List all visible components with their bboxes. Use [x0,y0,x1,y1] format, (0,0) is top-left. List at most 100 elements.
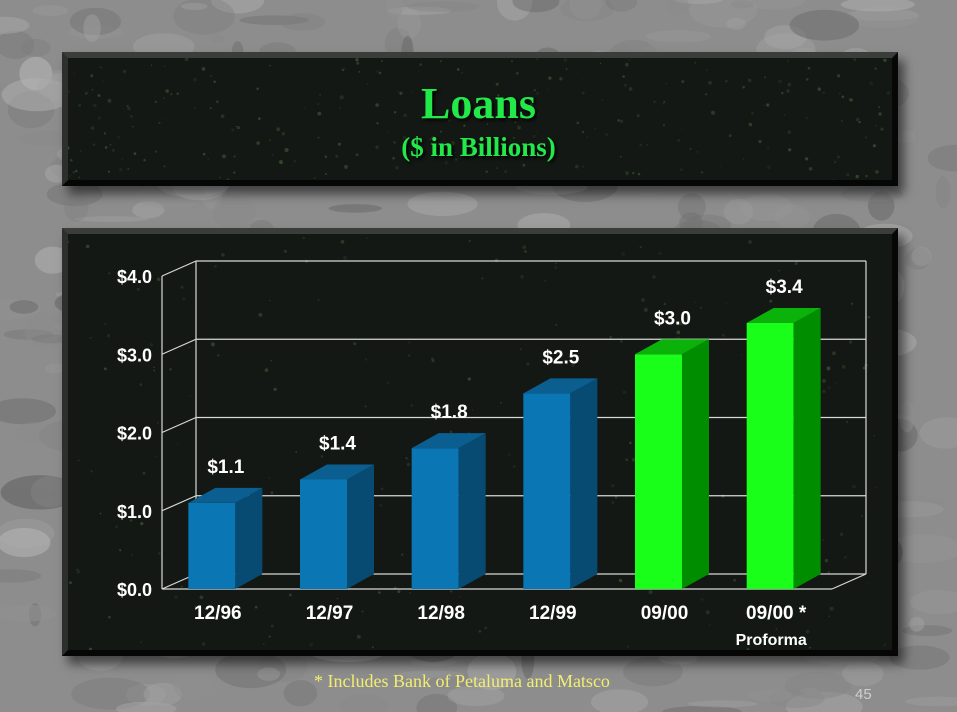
panel-speck [524,144,527,147]
panel-speck [217,354,220,357]
panel-speck [769,299,773,303]
stone-blotch [20,38,51,57]
panel-speck [233,171,236,174]
panel-speck [429,138,432,141]
panel-speck [72,171,75,174]
panel-speck [807,66,811,70]
stone-blotch [799,687,819,695]
panel-speck [565,68,568,71]
y-tick-label: $0.0 [117,580,152,600]
stone-blotch [842,660,884,687]
panel-speck [571,364,575,367]
panel-speck [158,552,161,555]
stone-blotch [0,604,58,622]
panel-speck [609,336,612,339]
panel-speck [220,606,223,609]
panel-speck [725,80,728,83]
panel-speck [837,74,841,78]
stone-blotch [132,201,165,219]
panel-speck [378,591,381,594]
panel-speck [787,82,792,87]
panel-speck [648,590,653,595]
panel-speck [293,159,297,163]
panel-speck [499,401,502,404]
panel-speck [236,125,238,128]
panel-speck [693,301,697,304]
panel-speck [517,125,521,130]
panel-speck [867,316,870,319]
stone-blotch [730,0,754,9]
panel-speck [705,610,710,615]
panel-speck [122,69,127,74]
bar-side [235,487,263,589]
bar-side [682,339,709,589]
panel-speck [93,103,97,108]
panel-speck [533,89,536,92]
panel-speck [284,148,289,152]
panel-speck [410,403,414,407]
panel-speck [162,117,164,120]
panel-speck [397,590,401,594]
panel-speck [751,112,754,115]
panel-speck [763,104,765,107]
panel-speck [844,555,847,559]
panel-speck [401,553,404,556]
panel-speck [115,429,117,431]
panel-speck [532,134,536,138]
panel-speck [845,420,849,424]
panel-speck [136,287,140,291]
panel-speck [408,354,411,357]
panel-speck [790,290,793,292]
stone-blotch [785,671,852,699]
panel-speck [375,103,379,107]
data-label: $2.5 [542,347,579,368]
panel-speck [495,82,499,86]
stone-blotch [257,667,280,681]
panel-speck [883,643,887,647]
panel-speck [623,67,625,69]
panel-speck [522,163,526,167]
stone-blotch [774,204,810,230]
panel-speck [88,647,93,650]
bar-12/96 [188,487,263,589]
panel-speck [822,91,825,94]
panel-speck [99,66,102,69]
x-tick-label: 12/98 [417,603,465,624]
panel-speck [611,501,615,504]
panel-speck [643,307,648,312]
panel-speck [874,67,877,70]
stone-blotch [259,190,317,222]
panel-speck [395,165,399,170]
panel-speck [639,246,642,249]
stone-blotch [397,8,422,39]
stone-blotch [283,680,318,707]
panel-speck [439,130,443,133]
panel-speck [746,648,750,650]
panel-speck [317,111,322,116]
panel-speck [126,105,129,108]
panel-speck [758,140,762,144]
panel-speck [439,60,443,63]
panel-speck [554,266,557,269]
panel-speck [358,71,361,73]
panel-speck [748,122,753,127]
x-tick-label: 12/96 [194,603,242,624]
panel-speck [841,364,846,369]
panel-speck [677,139,681,142]
panel-speck [880,127,884,131]
panel-speck [392,157,395,160]
panel-speck [97,94,101,97]
panel-speck [182,297,186,301]
stone-blotch [849,6,920,29]
panel-speck [855,174,859,179]
panel-speck [530,103,533,107]
panel-speck [555,262,557,265]
panel-speck [663,302,666,306]
panel-speck [581,91,585,95]
panel-speck [555,323,558,326]
chart-title: Loans [421,79,536,128]
panel-speck [862,366,866,370]
panel-speck [625,170,629,175]
panel-speck [331,607,334,609]
